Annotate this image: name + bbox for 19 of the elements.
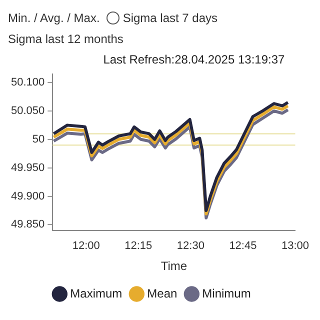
y-tick-label: 50.050 xyxy=(10,105,45,117)
y-tick-label: 49.950 xyxy=(10,162,45,174)
x-tick-label: 12:30 xyxy=(176,240,204,252)
text: Sigma last 12 months xyxy=(8,32,124,46)
y-tick-label: 50.100 xyxy=(10,76,45,89)
x-tick-label: 12:45 xyxy=(229,240,257,252)
legend-label: Mean xyxy=(147,286,178,300)
y-tick-label: 49.900 xyxy=(10,190,45,202)
y-tick-label: 49.850 xyxy=(10,218,45,231)
x-tick-label: 13:00 xyxy=(281,240,309,252)
legend-label: Minimum xyxy=(202,286,251,300)
legend-label: Maximum xyxy=(70,286,122,300)
text: Sigma last 7 days xyxy=(122,10,218,24)
text: Min. / Avg. / Max. xyxy=(8,10,100,24)
y-tick-label: 50 xyxy=(32,133,45,146)
text: Last Refresh:28.04.2025 13:19:37 xyxy=(103,52,285,66)
x-tick-label: 12:00 xyxy=(72,240,100,252)
x-axis-title: Time xyxy=(160,259,188,274)
x-tick-label: 12:15 xyxy=(124,240,152,252)
